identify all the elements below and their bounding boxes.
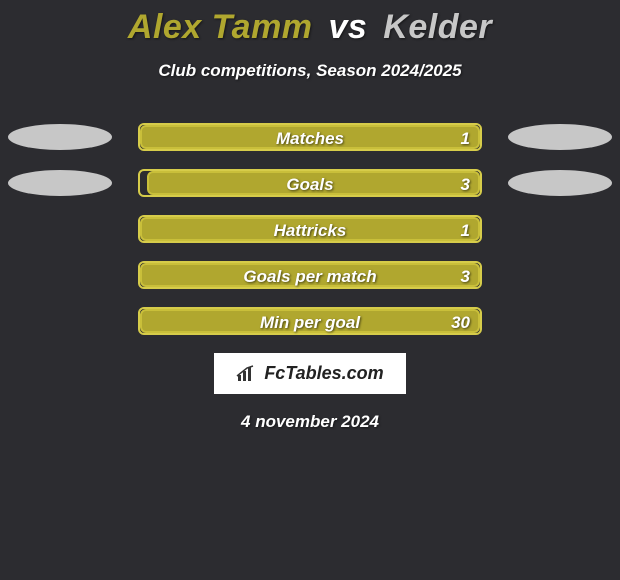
left-ellipse	[8, 124, 112, 150]
left-ellipse	[8, 170, 112, 196]
stat-value-right: 3	[461, 171, 470, 199]
player1-name: Alex Tamm	[128, 8, 313, 46]
date-label: 4 november 2024	[0, 412, 620, 432]
stat-row: Matches1	[0, 123, 620, 151]
left-ellipse	[8, 262, 112, 288]
stat-value-right: 30	[451, 309, 470, 337]
stat-value-right: 1	[461, 125, 470, 153]
page-title: Alex Tamm vs Kelder	[0, 8, 620, 47]
left-ellipse	[8, 216, 112, 242]
stat-row: Min per goal30	[0, 307, 620, 335]
vs-label: vs	[329, 8, 368, 46]
stat-row: Goals per match3	[0, 261, 620, 289]
stat-bar: Goals3	[138, 169, 482, 197]
stat-bar: Goals per match3	[138, 261, 482, 289]
stat-label: Min per goal	[140, 309, 480, 337]
footer-logo-wrap: FcTables.com	[0, 353, 620, 394]
stat-value-right: 1	[461, 217, 470, 245]
right-ellipse	[508, 308, 612, 334]
right-ellipse	[508, 170, 612, 196]
left-ellipse	[8, 308, 112, 334]
right-ellipse	[508, 216, 612, 242]
footer-logo: FcTables.com	[214, 353, 405, 394]
stat-value-right: 3	[461, 263, 470, 291]
subtitle: Club competitions, Season 2024/2025	[0, 61, 620, 81]
stat-label: Goals	[140, 171, 480, 199]
stat-label: Matches	[140, 125, 480, 153]
stat-bar: Matches1	[138, 123, 482, 151]
comparison-container: Alex Tamm vs Kelder Club competitions, S…	[0, 0, 620, 432]
stat-label: Hattricks	[140, 217, 480, 245]
footer-logo-text: FcTables.com	[264, 363, 383, 384]
right-ellipse	[508, 124, 612, 150]
stats-list: Matches1Goals3Hattricks1Goals per match3…	[0, 123, 620, 335]
stat-bar: Min per goal30	[138, 307, 482, 335]
chart-icon	[236, 365, 258, 383]
right-ellipse	[508, 262, 612, 288]
stat-row: Hattricks1	[0, 215, 620, 243]
stat-bar: Hattricks1	[138, 215, 482, 243]
player2-name: Kelder	[383, 8, 492, 46]
stat-label: Goals per match	[140, 263, 480, 291]
stat-row: Goals3	[0, 169, 620, 197]
